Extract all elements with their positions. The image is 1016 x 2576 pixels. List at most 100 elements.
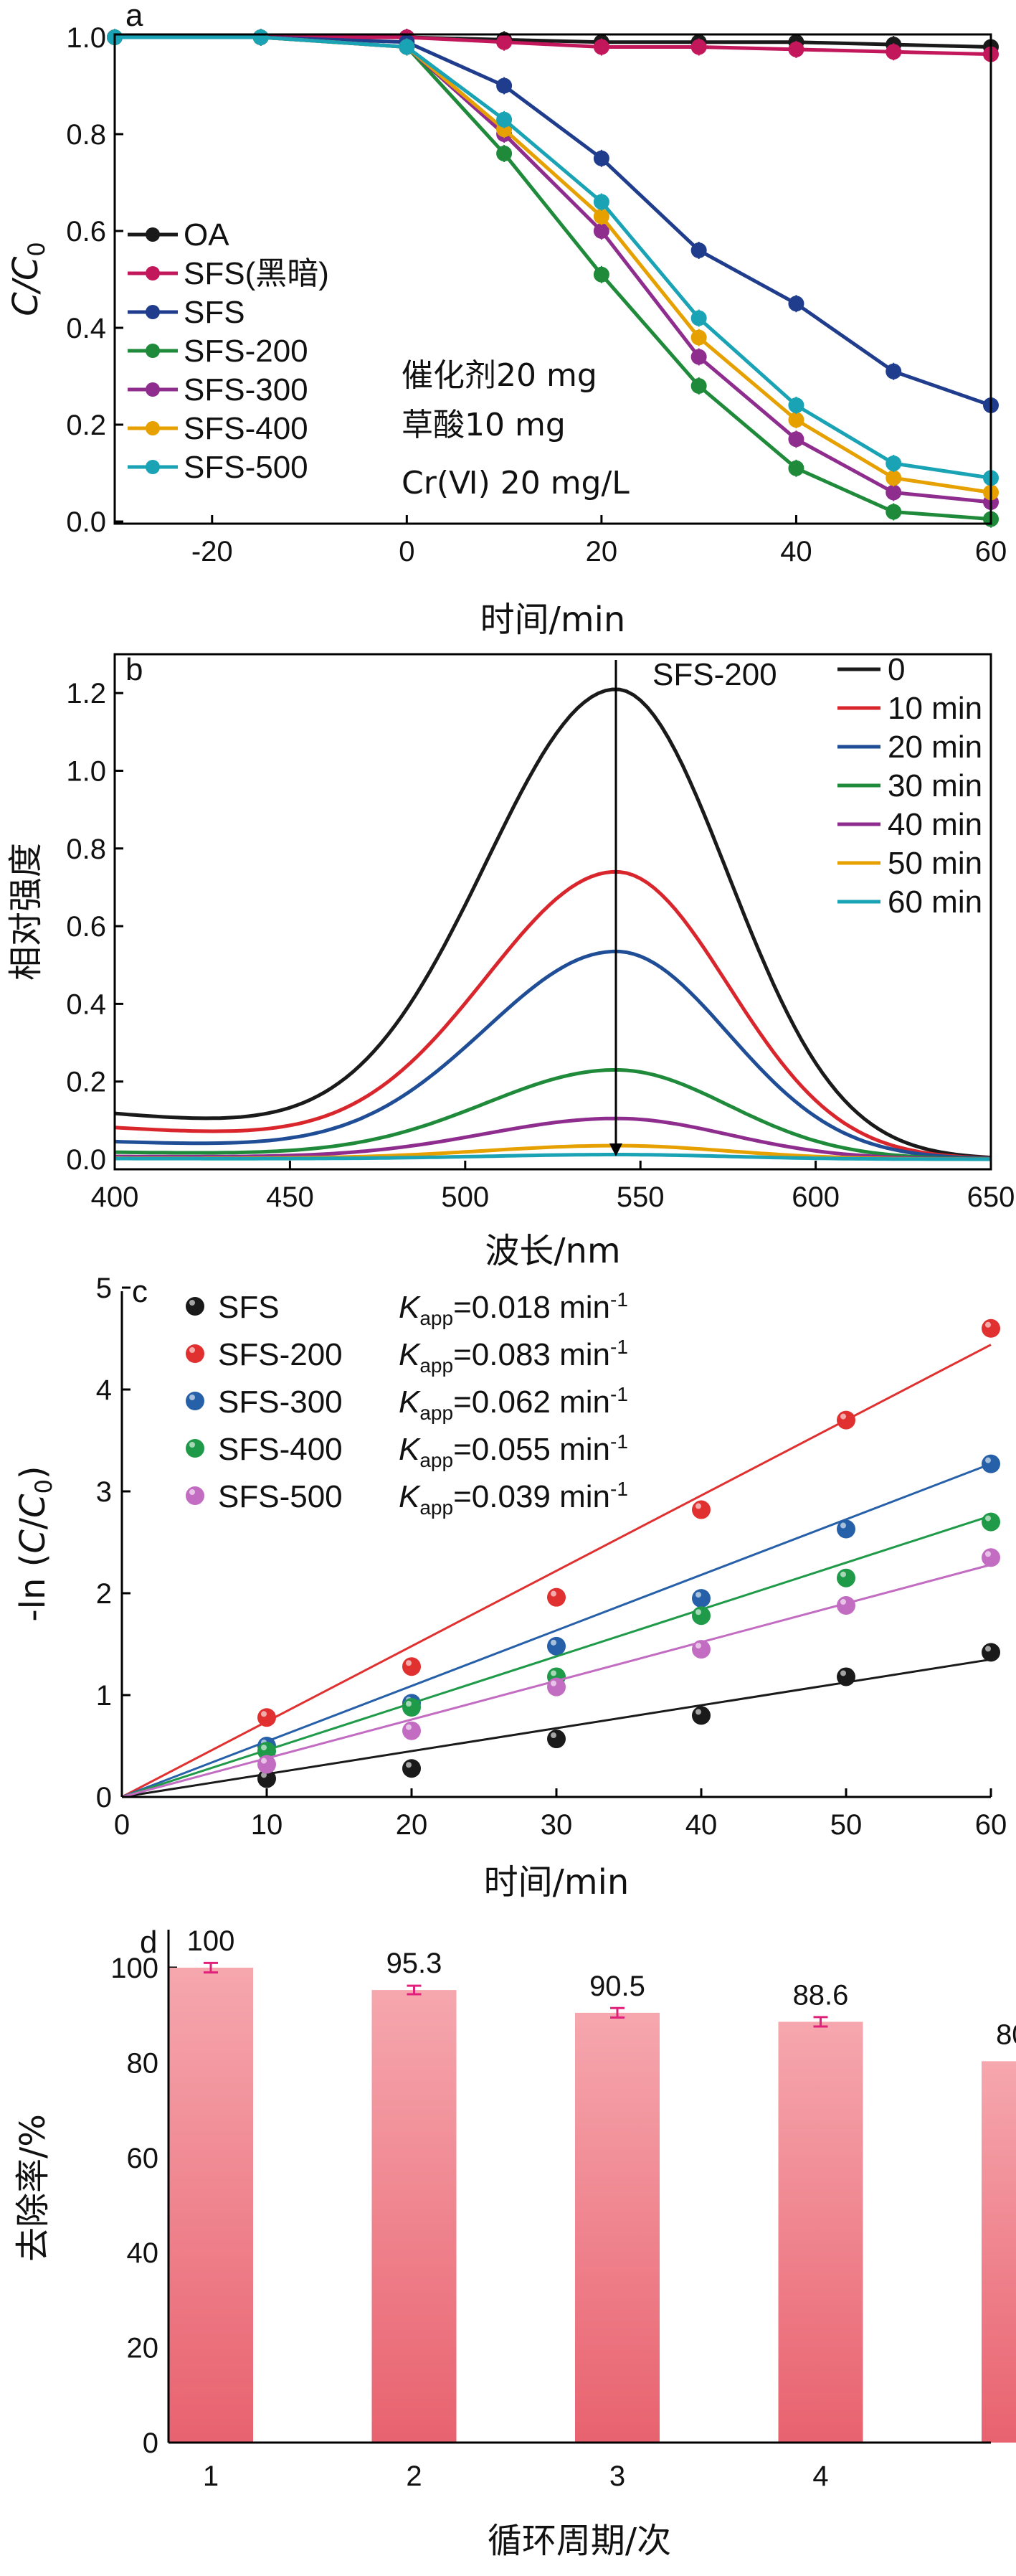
data-point xyxy=(982,1512,1000,1532)
data-point xyxy=(837,1667,855,1686)
legend-marker xyxy=(186,1439,204,1458)
data-point xyxy=(402,1698,421,1717)
data-point xyxy=(690,378,707,394)
y-tick-label: 0 xyxy=(96,1782,112,1813)
kapp-sup: -1 xyxy=(610,1383,628,1405)
legend-label: 20 min xyxy=(888,730,982,765)
data-point-highlight xyxy=(551,1639,556,1646)
x-tick-label: 20 xyxy=(396,1809,428,1841)
y-tick-label: 0.4 xyxy=(66,989,106,1020)
y-tick-label: 1.0 xyxy=(66,22,106,54)
legend-marker xyxy=(146,421,160,435)
panel-c-ylabel: -ln (C/C0) xyxy=(13,1466,57,1621)
kapp-value: =0.018 min xyxy=(453,1290,610,1325)
kapp-sup: -1 xyxy=(610,1430,628,1453)
x-tick-label: 650 xyxy=(967,1181,1015,1213)
panel-a-frame xyxy=(113,33,992,525)
x-tick-label: 50 xyxy=(830,1809,863,1841)
data-point xyxy=(593,208,609,225)
data-point-highlight xyxy=(261,1758,267,1764)
legend-label: 40 min xyxy=(888,807,982,842)
legend-label: SFS(黑暗) xyxy=(184,256,329,291)
kapp-sup: -1 xyxy=(610,1478,628,1500)
data-point xyxy=(886,484,902,501)
y-tick-label: 1.2 xyxy=(66,678,106,709)
panel-a: -20 0 20 40 60 0.0 0.2 0.4 0.6 0.8 1.0 a OASFS(黑暗)… xyxy=(6,0,1007,640)
legend-label: SFS-400 xyxy=(218,1432,343,1467)
data-point xyxy=(690,242,707,258)
panel-d-ylabel: 去除率/% xyxy=(13,2114,53,2262)
data-point xyxy=(690,310,707,326)
data-label: 80.3 xyxy=(996,2019,1016,2050)
data-point xyxy=(788,460,804,476)
y-tick-label: 0.6 xyxy=(66,216,106,247)
data-point xyxy=(982,1454,1000,1473)
legend-marker-highlight xyxy=(189,1395,195,1400)
legend-marker-highlight xyxy=(189,1442,195,1448)
x-tick-label: 40 xyxy=(780,536,812,567)
data-point xyxy=(886,44,902,60)
data-point xyxy=(886,456,902,471)
legend-marker xyxy=(186,1392,204,1410)
data-point-highlight xyxy=(840,1522,846,1529)
panel-d-xlabel: 循环周期/次 xyxy=(488,2521,671,2561)
kapp-value: =0.062 min xyxy=(453,1384,610,1420)
data-label: 95.3 xyxy=(386,1948,442,1979)
data-point-highlight xyxy=(261,1711,267,1717)
y-tick-label: 80 xyxy=(127,2047,159,2079)
legend-label: SFS-400 xyxy=(184,411,308,446)
data-point xyxy=(788,412,804,428)
kapp-value: =0.083 min xyxy=(453,1337,610,1372)
data-point-highlight xyxy=(261,1745,267,1751)
data-point xyxy=(496,77,513,94)
kapp-k: K xyxy=(399,1337,421,1372)
x-tick-label: 30 xyxy=(541,1809,573,1841)
data-point-highlight xyxy=(695,1643,701,1649)
data-point xyxy=(496,34,513,50)
y-tick-label: 1.0 xyxy=(66,755,106,787)
x-tick-label: 60 xyxy=(975,1809,1007,1841)
bar-3 xyxy=(575,2012,660,2443)
spectrum-line-30-min xyxy=(114,1068,992,1161)
x-tick-label: 0 xyxy=(399,536,414,567)
kapp-sub: app xyxy=(419,1496,453,1519)
legend-label: SFS-500 xyxy=(218,1479,343,1514)
data-point-highlight xyxy=(551,1680,556,1686)
legend-label: 10 min xyxy=(888,691,982,726)
panel-a-xlabel: 时间/min xyxy=(480,600,626,640)
data-point xyxy=(593,39,609,55)
panel-c-xlabel: 时间/min xyxy=(484,1862,630,1902)
data-point-highlight xyxy=(695,1609,701,1615)
data-point xyxy=(402,1759,421,1778)
legend-marker xyxy=(146,344,160,358)
panel-b: 400 450 500 550 600 6500.00.20.40.60.81.01.2 … xyxy=(6,652,1015,1271)
x-tick-label: 400 xyxy=(91,1181,139,1213)
kapp-sub: app xyxy=(419,1354,453,1377)
panel-d-letter: d xyxy=(140,1925,157,1960)
annotation-catalyst: 催化剂20 mg xyxy=(402,357,597,394)
x-tick-label: 550 xyxy=(617,1181,665,1213)
data-point xyxy=(593,150,609,166)
y-tick-label: 4 xyxy=(96,1374,112,1406)
data-point xyxy=(692,1706,711,1725)
panel-b-letter: b xyxy=(125,652,143,687)
data-point xyxy=(788,296,804,312)
annotation-oxalic-acid: 草酸10 mg xyxy=(402,407,566,443)
legend-label: SFS-300 xyxy=(218,1384,343,1420)
data-point-highlight xyxy=(406,1701,412,1707)
kapp-k: K xyxy=(399,1290,421,1325)
y-tick-label: 0.2 xyxy=(66,1067,106,1098)
x-tick-label: 40 xyxy=(685,1809,718,1841)
bar-5 xyxy=(982,2061,1016,2443)
legend-label: SFS-200 xyxy=(218,1337,343,1372)
data-point-highlight xyxy=(551,1670,556,1676)
data-point xyxy=(692,1500,711,1519)
data-point xyxy=(399,39,415,55)
data-point-highlight xyxy=(840,1670,846,1676)
y-tick-label: 2 xyxy=(96,1578,112,1610)
data-point xyxy=(788,397,804,413)
data-point xyxy=(593,194,609,210)
data-point xyxy=(257,1755,276,1774)
